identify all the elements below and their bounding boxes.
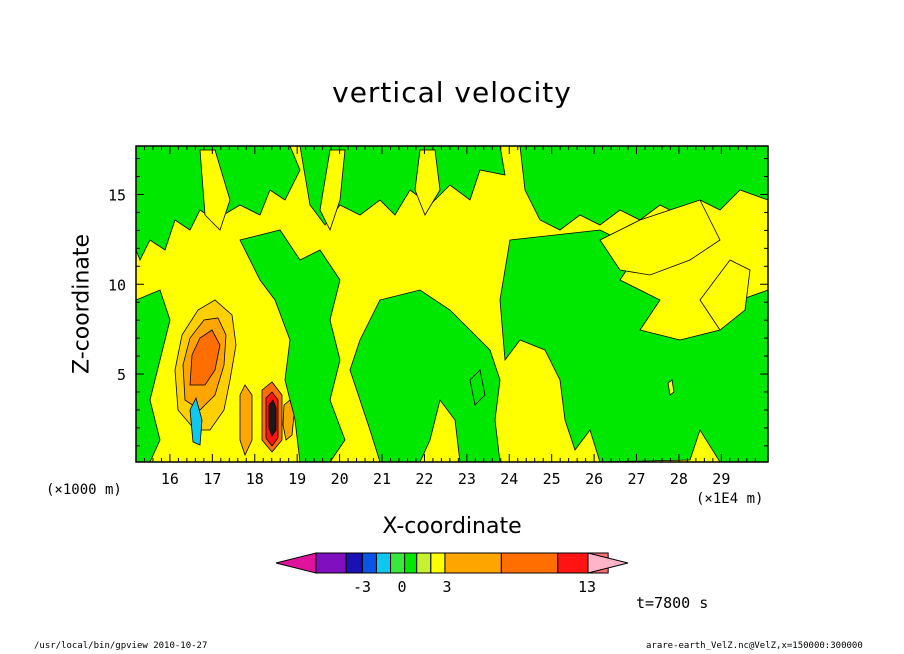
x-tick-label: 17 [203, 470, 221, 488]
updraft3-max [268, 399, 277, 437]
green-region-right-center [499, 229, 768, 462]
x-tick-label: 20 [331, 470, 349, 488]
colorbar [275, 552, 629, 574]
small-green-blob [469, 369, 486, 406]
downdraft-core [189, 396, 203, 446]
yellow-streak-4 [599, 199, 721, 276]
green-region-mid-left [239, 229, 346, 462]
colorbar-cell [404, 552, 418, 574]
x-tick-label: 23 [458, 470, 476, 488]
colorbar-cell [416, 552, 432, 574]
x-tick-label: 21 [373, 470, 391, 488]
colorbar-cell [375, 552, 392, 574]
colorbar-cell [361, 552, 377, 574]
y-tick-labels: 5 10 15 [108, 186, 126, 384]
time-annotation: t=7800 s [636, 594, 709, 612]
y-axis-label: Z-coordinate [69, 234, 95, 374]
yellow-streak-5 [699, 259, 751, 331]
contour-field [136, 146, 768, 462]
x-unit-left: (×1000 m) [46, 482, 122, 498]
small-yellow-spot [667, 379, 675, 396]
colorbar-cell [345, 552, 363, 574]
green-region-center [349, 289, 501, 462]
updraft-inner [189, 329, 221, 386]
updraft2-outer [239, 384, 253, 457]
x-unit-right: (×1E4 m) [696, 491, 764, 507]
y-tick-marks [136, 158, 768, 447]
x-tick-marks [135, 146, 756, 462]
footer-right: arare-earth_VelZ.nc@VelZ,x=150000:300000 [646, 641, 863, 651]
colorbar-cell [444, 552, 502, 574]
yellow-streak-2 [319, 149, 346, 232]
footer-left: /usr/local/bin/gpview 2010-10-27 [34, 641, 208, 651]
colorbar-cell [557, 552, 589, 574]
x-tick-label: 19 [288, 470, 306, 488]
colorbar-cell [430, 552, 446, 574]
colorbar-cells [315, 552, 609, 574]
x-tick-label: 16 [161, 470, 179, 488]
green-region-left-lower [136, 289, 171, 462]
plot-frame [135, 145, 769, 463]
x-tick-label: 28 [670, 470, 688, 488]
colorbar-tick-label: 3 [442, 578, 451, 596]
x-tick-label: 18 [246, 470, 264, 488]
x-tick-label: 22 [415, 470, 433, 488]
updraft4 [282, 399, 295, 441]
colorbar-tick-label: -3 [353, 578, 371, 596]
x-tick-label: 27 [627, 470, 645, 488]
chart-title: vertical velocity [332, 76, 572, 109]
x-tick-label: 26 [585, 470, 603, 488]
colorbar-tick-label: 13 [578, 578, 596, 596]
green-region-top-right [519, 146, 768, 231]
y-tick-label: 15 [108, 186, 126, 204]
x-axis-label: X-coordinate [382, 514, 522, 539]
x-tick-labels: 16 17 18 19 20 21 22 23 24 25 26 27 28 29 [161, 470, 730, 488]
colorbar-cell [315, 552, 347, 574]
x-tick-label: 29 [712, 470, 730, 488]
x-tick-label: 24 [500, 470, 518, 488]
colorbar-tick-labels: -3 0 3 13 [353, 578, 596, 596]
y-tick-label: 5 [117, 366, 126, 384]
colorbar-right-arrow [587, 552, 629, 574]
x-tick-label: 25 [543, 470, 561, 488]
colorbar-cell [390, 552, 406, 574]
colorbar-cell [500, 552, 559, 574]
y-tick-label: 10 [108, 276, 126, 294]
colorbar-tick-label: 0 [397, 578, 406, 596]
colorbar-left-arrow [275, 552, 317, 574]
